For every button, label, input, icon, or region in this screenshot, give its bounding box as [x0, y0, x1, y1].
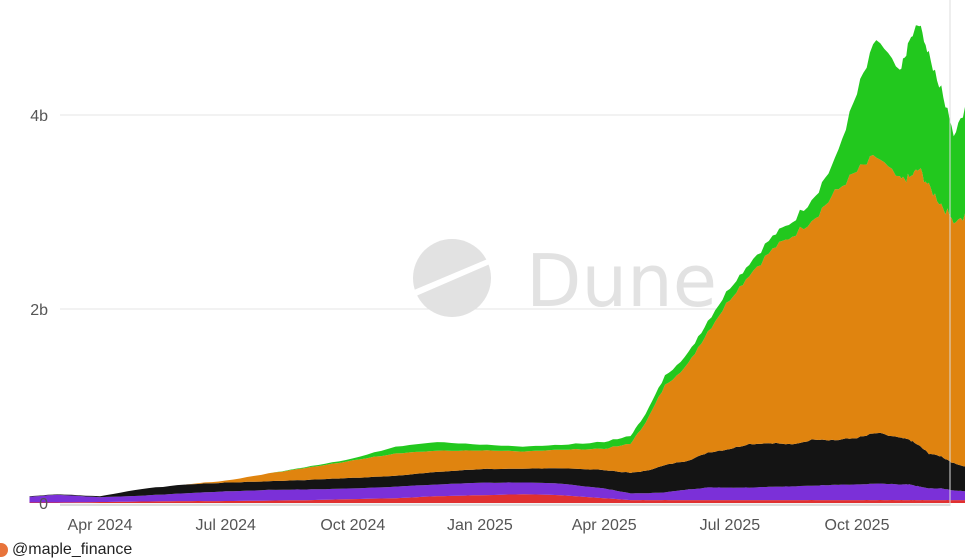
- dune-logo-icon: [413, 239, 491, 317]
- x-tick-label: Jul 2025: [700, 517, 761, 534]
- y-tick-label: 2b: [30, 302, 48, 319]
- area-series: [30, 25, 965, 503]
- avatar: [0, 543, 8, 557]
- x-tick-label: Jan 2025: [447, 517, 513, 534]
- x-axis: Apr 2024 Jul 2024 Oct 2024 Jan 2025 Apr 2025…: [60, 505, 950, 534]
- x-tick-label: Apr 2024: [68, 517, 133, 534]
- x-tick-label: Oct 2025: [825, 517, 890, 534]
- dune-watermark: Dune: [413, 239, 717, 323]
- watermark-text: Dune: [526, 239, 717, 323]
- y-axis: 0 2b 4b: [30, 108, 48, 513]
- y-tick-label: 4b: [30, 108, 48, 125]
- x-tick-label: Oct 2024: [320, 517, 385, 534]
- footer: @maple_finance: [0, 540, 132, 560]
- y-tick-label: 0: [39, 496, 48, 513]
- x-tick-label: Jul 2024: [195, 517, 256, 534]
- x-tick-label: Apr 2025: [572, 517, 637, 534]
- footer-username[interactable]: @maple_finance: [12, 540, 132, 560]
